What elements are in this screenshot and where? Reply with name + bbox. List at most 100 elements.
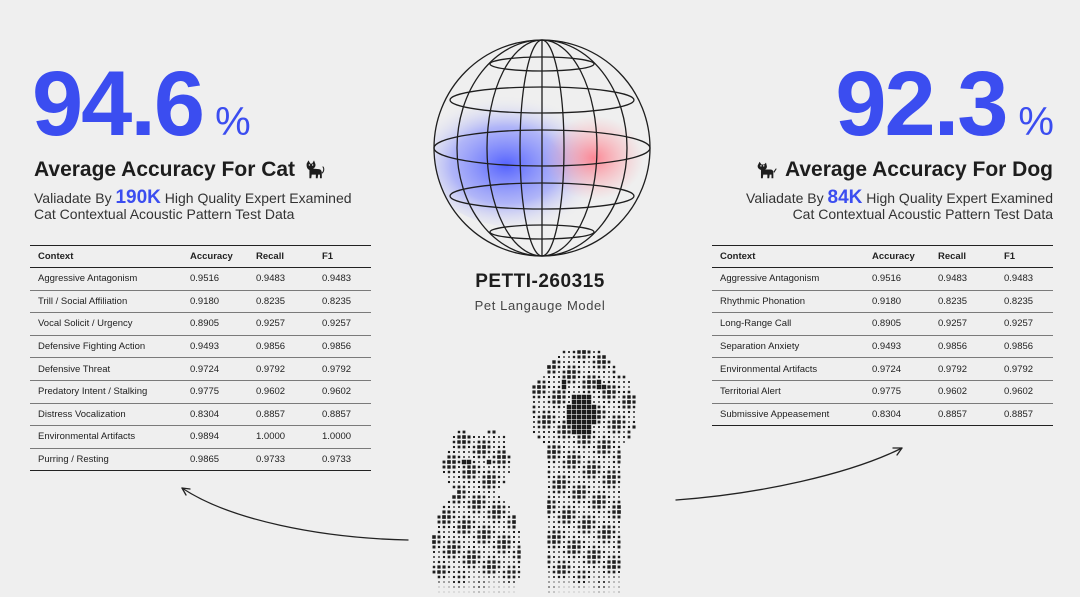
cell-f1: 0.9602	[314, 380, 371, 404]
halftone-dot	[613, 436, 615, 438]
halftone-dot	[552, 565, 556, 569]
halftone-dot	[553, 471, 555, 473]
halftone-dot	[567, 570, 571, 574]
column-header-context: Context	[712, 245, 864, 268]
cell-f1: 0.8235	[314, 290, 371, 314]
halftone-dot	[567, 505, 571, 509]
halftone-dot	[458, 481, 460, 483]
halftone-dot	[592, 475, 596, 479]
halftone-dot	[582, 545, 586, 549]
halftone-dot	[622, 405, 626, 409]
halftone-dot	[612, 500, 616, 504]
halftone-dot	[472, 565, 476, 569]
halftone-dot	[563, 446, 565, 448]
halftone-dot	[581, 399, 587, 405]
halftone-dot	[533, 426, 535, 428]
halftone-dot	[602, 530, 606, 534]
halftone-dot	[448, 561, 450, 563]
cell-context: Vocal Solicit / Urgency	[30, 312, 182, 336]
halftone-dot	[462, 525, 466, 529]
halftone-dot	[603, 556, 605, 558]
halftone-dot	[617, 560, 621, 564]
halftone-dot	[512, 570, 516, 574]
halftone-dot	[592, 460, 596, 464]
halftone-dot	[608, 376, 610, 378]
halftone-dot	[442, 545, 446, 549]
halftone-dot	[462, 490, 466, 494]
halftone-dot	[452, 465, 456, 469]
halftone-dot	[617, 515, 621, 519]
halftone-dot	[547, 535, 551, 539]
halftone-dot	[562, 455, 565, 458]
halftone-dot	[588, 536, 590, 538]
halftone-dot	[507, 460, 511, 464]
halftone-dot	[457, 525, 461, 529]
halftone-dot	[612, 370, 616, 374]
halftone-dot	[503, 531, 505, 533]
halftone-dot	[582, 470, 586, 474]
halftone-dot	[557, 480, 561, 484]
halftone-dot	[587, 530, 591, 534]
halftone-dot	[473, 481, 475, 483]
halftone-dot	[592, 450, 596, 454]
halftone-dot	[478, 566, 480, 568]
halftone-dot	[492, 570, 496, 574]
cat-accuracy-number: 94.6	[32, 53, 205, 155]
halftone-dot	[552, 445, 556, 449]
halftone-dot	[477, 445, 481, 449]
halftone-dot	[602, 395, 606, 399]
halftone-dot	[447, 540, 451, 544]
halftone-dot	[547, 510, 551, 514]
halftone-dot	[598, 576, 600, 578]
halftone-dot	[547, 555, 551, 559]
halftone-dot	[576, 404, 582, 410]
halftone-dot	[622, 415, 626, 419]
halftone-dot	[597, 510, 601, 514]
halftone-dot	[572, 510, 576, 514]
halftone-dot	[448, 536, 450, 538]
halftone-dot	[557, 400, 561, 404]
cell-recall: 0.8857	[930, 403, 996, 427]
halftone-dot	[573, 566, 575, 568]
halftone-dot	[457, 490, 461, 494]
halftone-dot	[617, 430, 621, 434]
halftone-dot	[568, 536, 570, 538]
halftone-dot	[458, 451, 460, 453]
column-header-f1: F1	[314, 245, 371, 268]
halftone-dot	[618, 531, 620, 533]
halftone-dot	[512, 565, 516, 569]
halftone-dot	[627, 405, 631, 409]
halftone-dot	[487, 485, 491, 489]
halftone-dot	[482, 560, 486, 564]
halftone-dot	[548, 591, 550, 593]
halftone-dot	[623, 441, 625, 443]
halftone-dot	[627, 390, 631, 394]
halftone-dot	[537, 380, 541, 384]
halftone-dot	[582, 440, 586, 444]
halftone-dot	[618, 491, 620, 493]
halftone-dot	[477, 440, 481, 444]
halftone-dot	[573, 571, 575, 573]
halftone-dot	[583, 456, 585, 458]
cell-context: Purring / Resting	[30, 448, 182, 472]
halftone-dot	[602, 480, 606, 484]
halftone-dot	[533, 421, 535, 423]
halftone-dot	[607, 435, 611, 439]
cell-accuracy: 0.8304	[864, 403, 930, 427]
halftone-dot	[603, 376, 605, 378]
halftone-dot	[548, 436, 550, 438]
halftone-dot	[487, 570, 491, 574]
halftone-dot	[547, 560, 551, 564]
halftone-dot	[563, 441, 565, 443]
halftone-dot	[588, 481, 590, 483]
halftone-dot	[612, 570, 616, 574]
halftone-dot	[557, 520, 561, 524]
halftone-dot	[447, 470, 451, 474]
halftone-dot	[462, 560, 466, 564]
halftone-dot	[552, 395, 556, 399]
halftone-dot	[577, 455, 581, 459]
halftone-dot	[593, 371, 595, 373]
halftone-dot	[548, 391, 550, 393]
halftone-dot	[547, 450, 551, 454]
halftone-dot	[488, 576, 490, 578]
